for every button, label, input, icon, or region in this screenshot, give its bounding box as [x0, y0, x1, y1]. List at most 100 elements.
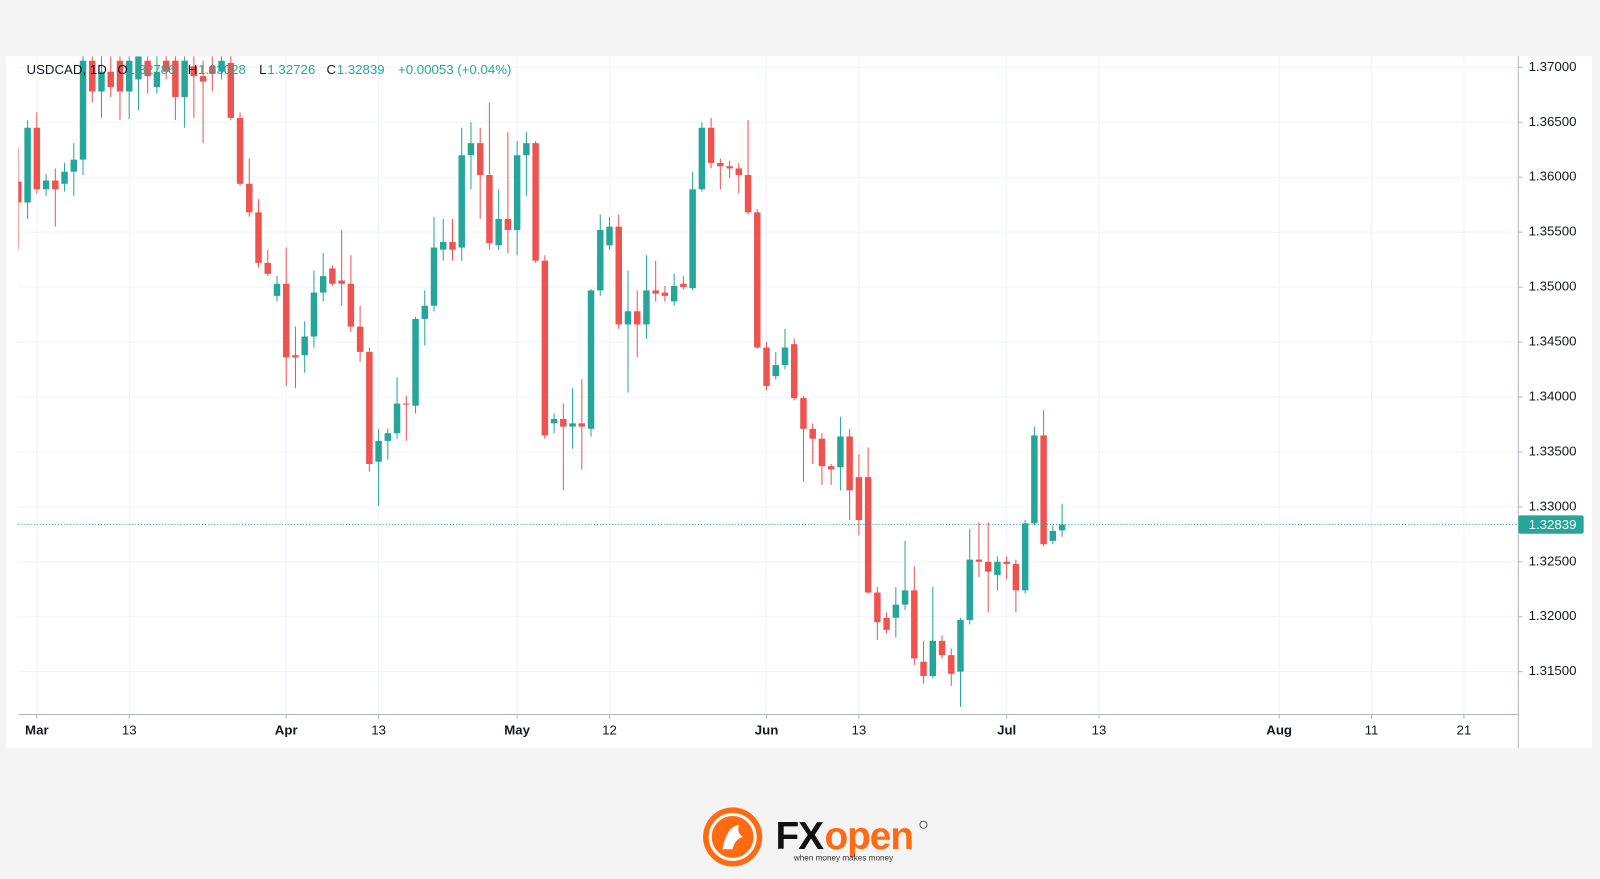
candle-body: [541, 260, 549, 436]
candle-body: [449, 242, 456, 250]
candle-body: [790, 344, 798, 399]
candle-body: [495, 218, 502, 246]
candle-body: [282, 283, 290, 358]
candle-body: [975, 559, 983, 562]
candle-body: [338, 280, 345, 284]
candle-body: [421, 305, 429, 319]
candle-body: [319, 276, 327, 293]
y-tick-label: 1.35500: [1529, 224, 1577, 239]
candle-body: [218, 60, 225, 72]
candle-body: [458, 155, 465, 248]
candle-body: [301, 336, 308, 356]
x-tick-label: 11: [1365, 722, 1379, 737]
candle-body: [467, 143, 475, 156]
registered-mark: [919, 820, 928, 829]
x-tick-label: 13: [1092, 722, 1107, 737]
candle-body: [587, 290, 595, 429]
candle-body: [597, 229, 604, 291]
candle-body: [929, 640, 937, 677]
x-tick-label: Apr: [275, 722, 298, 737]
candle-body: [652, 290, 659, 294]
x-tick-label: 13: [371, 722, 386, 737]
logo-emblem-ring: [708, 812, 757, 861]
candle-body: [1012, 563, 1020, 591]
legend-header: USDCAD, 1D O 1.32786 H 1.33028 L 1.32726…: [27, 62, 512, 77]
candle-body: [513, 155, 521, 230]
candle-body: [375, 440, 382, 462]
candle-body: [162, 60, 170, 72]
candle-body: [550, 418, 558, 424]
y-tick-label: 1.34000: [1529, 388, 1577, 403]
close-value: 1.32839: [337, 62, 385, 77]
open-value: 1.32786: [128, 62, 176, 77]
candle-body: [911, 590, 918, 659]
candle-body: [52, 180, 59, 190]
grid-layer: [18, 56, 1519, 715]
candle-body: [966, 559, 973, 621]
chart-panel: [6, 56, 1592, 749]
candle-body: [624, 311, 632, 325]
low-value: 1.32726: [267, 62, 315, 77]
candle-body: [209, 66, 216, 74]
candle-body: [1058, 524, 1066, 531]
candle-body: [125, 60, 133, 92]
y-tick-label: 1.37000: [1529, 59, 1577, 74]
candle-body: [523, 143, 530, 156]
x-tick-label: 13: [122, 722, 137, 737]
candle-layer: [18, 56, 1066, 707]
candle-body: [98, 71, 105, 92]
candle-body: [643, 290, 650, 325]
candle-body: [89, 60, 96, 92]
candle-body: [70, 159, 78, 172]
candle-body: [827, 466, 835, 470]
candle-body: [874, 592, 881, 623]
candle-body: [1040, 435, 1047, 545]
candle-body: [984, 561, 992, 572]
candle-body: [486, 175, 493, 244]
y-tick-label: 1.34500: [1529, 334, 1577, 349]
candle-body: [504, 218, 512, 230]
candle-body: [107, 71, 114, 88]
last-price-label: 1.32839: [1529, 517, 1577, 532]
candle-body: [726, 166, 733, 169]
candle-body: [79, 60, 87, 160]
high-value: 1.33028: [198, 62, 246, 77]
logo-emblem-mark: [722, 824, 743, 850]
candle-body: [1003, 561, 1010, 564]
y-tick-label: 1.35000: [1529, 279, 1577, 294]
symbol: USDCAD, 1D: [27, 62, 107, 77]
candle-body: [255, 212, 262, 263]
x-tick-label: Aug: [1266, 722, 1292, 737]
candle-body: [560, 418, 567, 427]
candle-body: [236, 117, 244, 184]
candle-body: [754, 212, 761, 348]
candle-body: [800, 398, 807, 429]
candle-body: [116, 60, 124, 92]
high-label: H: [188, 62, 198, 77]
candle-body: [948, 655, 955, 674]
candle-body: [476, 143, 484, 176]
candle-body: [846, 436, 853, 491]
candle-body: [744, 175, 752, 213]
candle-body: [181, 60, 188, 97]
x-tick-label: 12: [602, 722, 617, 737]
candle-body: [412, 318, 419, 406]
candle-body: [273, 283, 281, 296]
candle-body: [707, 127, 715, 163]
candle-body: [532, 143, 539, 261]
candle-body: [246, 183, 253, 213]
candle-body: [578, 423, 586, 427]
candle-body: [310, 292, 318, 337]
candle-body: [292, 355, 299, 358]
brand-tagline: when money makes money: [793, 854, 894, 863]
candle-body: [772, 365, 779, 377]
x-tick-label: 13: [852, 722, 867, 737]
candle-body: [153, 71, 161, 88]
candle-body: [855, 477, 863, 521]
candle-body: [680, 283, 687, 288]
y-tick-label: 1.36000: [1529, 169, 1577, 184]
candle-body: [347, 283, 355, 327]
candle-body: [356, 326, 364, 352]
candle-body: [1021, 523, 1029, 591]
